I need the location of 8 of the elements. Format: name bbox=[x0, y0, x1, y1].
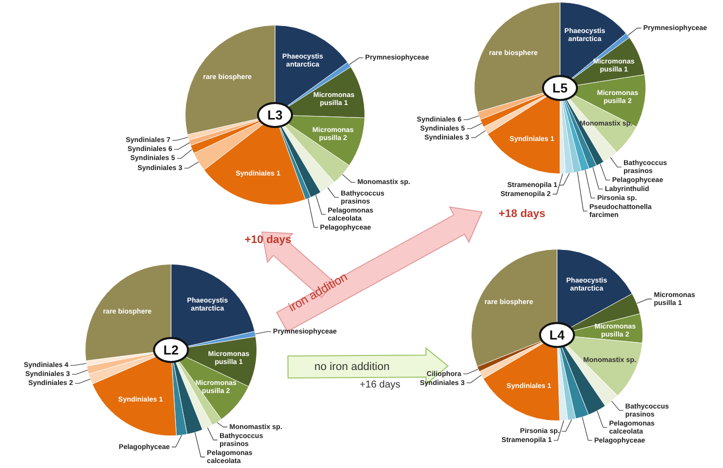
text: L4 bbox=[549, 328, 566, 343]
text: +16 days bbox=[360, 380, 400, 390]
text: L5 bbox=[552, 80, 568, 96]
text: L2 bbox=[163, 342, 179, 358]
text: L3 bbox=[267, 108, 283, 123]
text: no iron addition bbox=[314, 361, 390, 373]
text: +18 days bbox=[498, 208, 546, 220]
text: +10 days bbox=[244, 234, 292, 246]
